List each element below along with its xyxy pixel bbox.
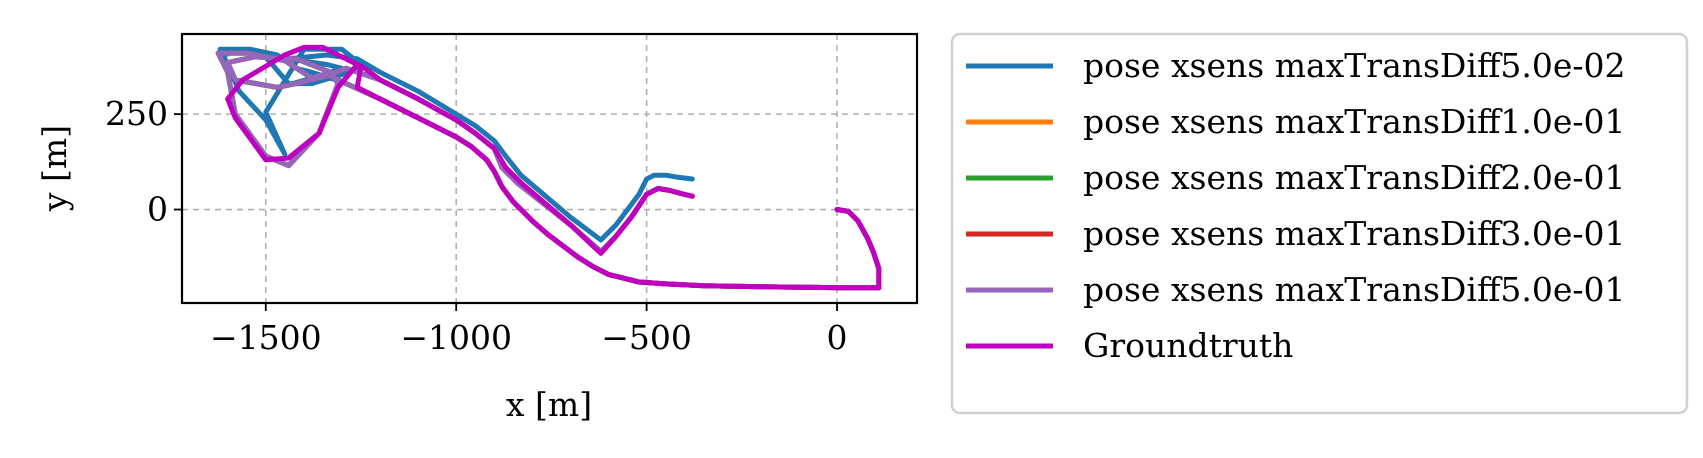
series-line-0	[217, 46, 882, 291]
legend: pose xsens maxTransDiff5.0e-02 pose xsens…	[950, 32, 1689, 415]
y-tick-label: 250	[105, 94, 168, 133]
legend-label-1: pose xsens maxTransDiff1.0e-01	[1083, 102, 1626, 141]
x-tick-label: −500	[601, 318, 692, 357]
legend-frame	[950, 32, 1689, 415]
legend-label-2: pose xsens maxTransDiff2.0e-01	[1083, 158, 1626, 197]
plot-frame	[180, 32, 919, 305]
series-line-4	[215, 50, 882, 291]
series-line-2	[215, 50, 882, 291]
x-axis-label: x [m]	[506, 385, 592, 424]
series-line-3	[215, 50, 882, 291]
y-axis-label: y [m]	[35, 125, 74, 212]
legend-label-0: pose xsens maxTransDiff5.0e-02	[1083, 46, 1626, 85]
x-axis-ticks: −1500 −1000 −500 0	[210, 303, 848, 357]
series-line-1	[215, 50, 882, 291]
x-tick-label: −1000	[400, 318, 512, 357]
grid	[182, 34, 917, 303]
x-tick-label: 0	[827, 318, 848, 357]
series-layer	[215, 44, 882, 291]
legend-items: pose xsens maxTransDiff5.0e-02 pose xsens…	[966, 46, 1626, 365]
x-tick-label: −1500	[210, 318, 322, 357]
legend-label-3: pose xsens maxTransDiff3.0e-01	[1083, 214, 1626, 253]
series-line-5	[225, 44, 882, 291]
legend-label-5: Groundtruth	[1083, 326, 1293, 365]
y-axis-ticks: 0 250	[105, 94, 182, 229]
legend-label-4: pose xsens maxTransDiff5.0e-01	[1083, 270, 1626, 309]
y-tick-label: 0	[147, 190, 168, 229]
